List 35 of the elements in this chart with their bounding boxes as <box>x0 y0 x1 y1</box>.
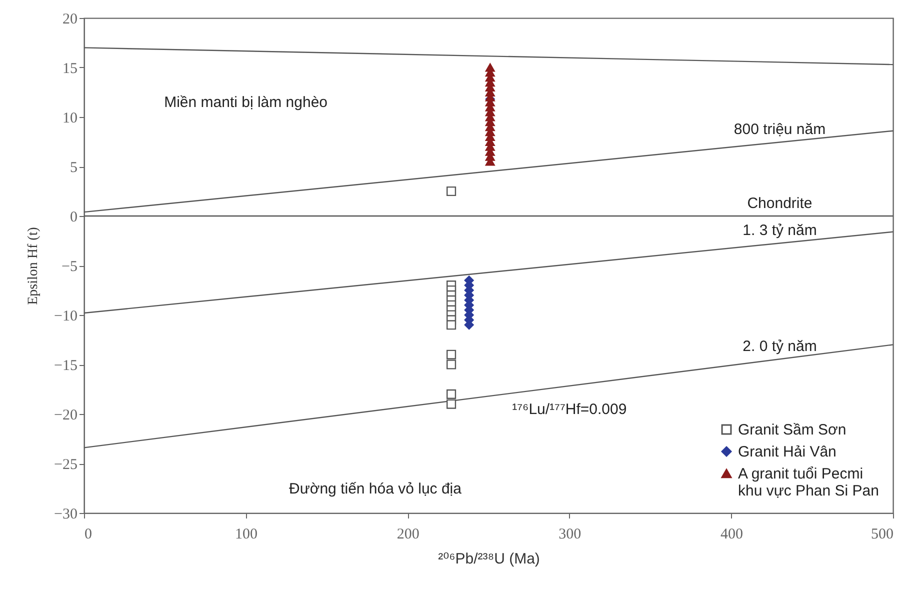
point <box>446 320 456 330</box>
series-label: Chondrite <box>747 195 812 212</box>
legend-label: Granit Hải Vân <box>738 444 836 460</box>
annotation: ¹⁷⁶Lu/¹⁷⁷Hf=0.009 <box>512 401 627 418</box>
y-tick-label: 5 <box>70 160 78 176</box>
x-tick-label: 0 <box>84 526 92 542</box>
y-tick-label: 10 <box>62 110 78 126</box>
annotation: Đường tiến hóa vỏ lục địa <box>289 480 462 498</box>
point <box>446 186 456 196</box>
y-tick-label: −5 <box>62 259 78 275</box>
series-label: 800 triệu năm <box>734 121 826 138</box>
y-tick-label: −30 <box>54 506 78 522</box>
point <box>446 360 456 370</box>
point <box>446 350 456 360</box>
x-tick-label: 200 <box>396 526 420 542</box>
y-tick-label: 15 <box>62 61 78 77</box>
y-tick-label: −15 <box>54 358 78 374</box>
y-tick-label: 20 <box>62 12 78 28</box>
legend-label: A granit tuổi Pecmi khu vực Phan Si Pan <box>738 466 879 500</box>
y-axis-title: Epsilon Hf (t) <box>26 226 42 305</box>
x-tick-label: 500 <box>871 526 894 542</box>
y-tick-label: −25 <box>54 457 78 473</box>
x-tick-label: 300 <box>558 526 582 542</box>
legend-label: Granit Sầm Sơn <box>738 422 846 438</box>
point <box>446 399 456 409</box>
x-tick-label: 400 <box>720 526 743 542</box>
y-tick-label: −20 <box>54 408 78 424</box>
series-label: 2. 0 tỷ năm <box>742 338 817 356</box>
x-tick-label: 100 <box>235 526 258 542</box>
point <box>446 389 456 399</box>
y-tick-label: −10 <box>54 308 78 324</box>
x-axis-title: ²⁰⁶Pb/²³⁸U (Ma) <box>438 550 540 568</box>
y-tick-label: 0 <box>70 210 78 226</box>
series-label: 1. 3 tỷ năm <box>742 222 817 240</box>
annotation: Miền manti bị làm nghèo <box>164 94 328 112</box>
